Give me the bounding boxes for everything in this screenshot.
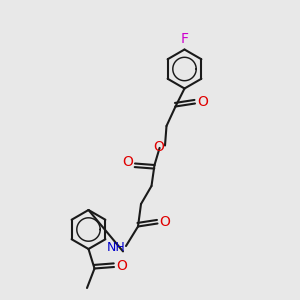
Text: O: O xyxy=(197,95,208,109)
Text: O: O xyxy=(116,259,127,273)
Text: O: O xyxy=(122,155,133,169)
Text: F: F xyxy=(181,32,188,46)
Text: O: O xyxy=(160,215,170,229)
Text: NH: NH xyxy=(107,241,126,254)
Text: O: O xyxy=(153,140,164,154)
